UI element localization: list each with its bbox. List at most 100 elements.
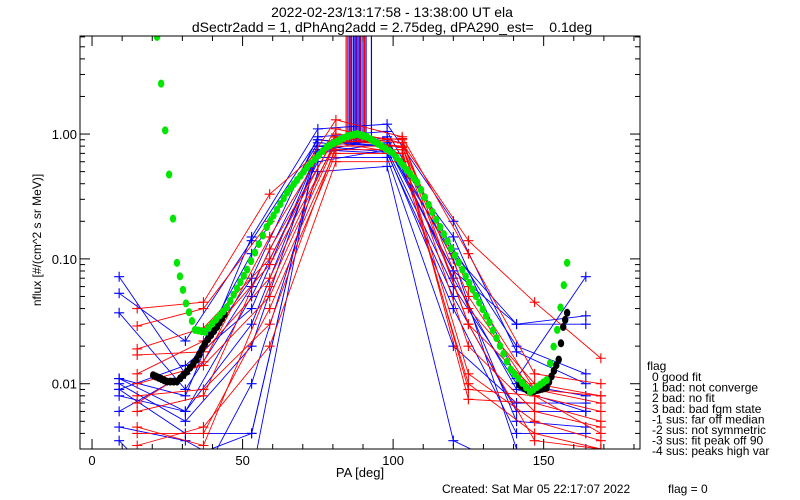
red-series-marker — [529, 435, 540, 446]
blue-series-line — [209, 139, 586, 449]
red-series-line — [137, 139, 601, 404]
blue-series-marker — [448, 303, 459, 314]
legend-entry: 0 good fit — [652, 370, 702, 384]
fit-point — [489, 326, 497, 335]
fit-point — [476, 298, 483, 307]
fit-point — [173, 258, 181, 267]
fit-point — [247, 257, 255, 266]
x-tick-label: 100 — [382, 453, 404, 468]
fit-point — [465, 278, 473, 287]
fit-point — [165, 170, 173, 179]
plot-area — [114, 36, 606, 476]
red-series-marker — [330, 148, 341, 159]
blue-series-marker — [382, 152, 393, 163]
red-series-marker — [463, 319, 474, 330]
fit-point — [543, 376, 550, 385]
blue-series-marker — [180, 406, 191, 417]
red-series-line — [137, 145, 601, 428]
blue-series-marker — [581, 466, 591, 476]
blue-series-marker — [246, 231, 257, 242]
red-series-marker — [330, 156, 341, 167]
red-series-marker — [264, 303, 275, 314]
fit-point — [176, 272, 184, 281]
red-series-marker — [463, 394, 474, 405]
blue-series-line — [118, 145, 586, 434]
legend-entry: -4 sus: peaks high var — [652, 444, 769, 458]
fit-point — [273, 205, 281, 214]
fit-point — [153, 36, 161, 41]
fit-point — [493, 334, 500, 343]
red-series-line — [137, 119, 601, 385]
fit-point — [557, 303, 564, 312]
red-series-marker — [463, 303, 474, 314]
x-axis-label: PA [deg] — [336, 465, 384, 480]
blue-series-marker — [114, 384, 125, 395]
red-series-marker — [529, 416, 540, 427]
red-series-marker — [529, 368, 540, 379]
blue-series-marker — [580, 368, 591, 379]
y-axis-label: nflux [#/(cm^2 s sr MeV)] — [30, 174, 44, 306]
red-series-marker — [529, 406, 540, 417]
blue-series-marker — [246, 319, 257, 330]
red-series-marker — [463, 248, 474, 259]
red-series-marker — [264, 231, 275, 242]
blue-series-line — [118, 142, 586, 391]
fit-point — [259, 231, 266, 240]
blue-series-marker — [382, 161, 393, 172]
fit-point — [233, 284, 241, 293]
red-series-marker — [264, 341, 275, 352]
fit-point — [263, 223, 270, 232]
fit-point — [500, 349, 507, 358]
blue-series-line — [118, 139, 586, 342]
blue-series-marker — [580, 310, 591, 321]
fit-point — [179, 285, 187, 294]
legend-entry: 2 bad: no fit — [652, 391, 715, 405]
red-series-marker — [132, 378, 143, 389]
red-series-marker — [264, 243, 275, 254]
blue-series-line — [118, 149, 586, 413]
fit-point — [436, 223, 444, 232]
fit-point — [496, 341, 504, 350]
red-series-marker — [132, 368, 143, 379]
legend: flag 0 good fit 1 bad: not converge 2 ba… — [647, 359, 769, 458]
red-series-marker — [529, 297, 540, 308]
blue-series-marker — [114, 288, 125, 299]
fit-point — [414, 178, 421, 187]
red-series-marker — [595, 406, 606, 417]
red-series-marker — [132, 398, 143, 409]
red-series-marker — [595, 444, 606, 449]
blue-series-marker — [180, 416, 191, 427]
blue-series-line — [119, 156, 586, 412]
fit-point — [169, 214, 177, 223]
red-series-marker — [198, 303, 209, 314]
blue-series-marker — [114, 373, 125, 384]
blue-series-marker — [580, 378, 591, 389]
blue-series-marker — [246, 303, 257, 314]
fit-point — [429, 208, 436, 217]
fit-point — [188, 317, 196, 326]
fit-point — [266, 217, 274, 226]
red-series-marker — [264, 291, 275, 302]
fit-point — [462, 272, 469, 281]
fit-point — [469, 285, 476, 294]
fit-point — [479, 305, 486, 314]
red-series-marker — [264, 189, 275, 200]
red-series-line — [137, 149, 601, 422]
blue-series-marker — [448, 435, 459, 446]
fit-point — [230, 290, 237, 299]
legend-title: flag — [647, 359, 666, 373]
red-series-marker — [132, 406, 143, 417]
chart-subtitle: dSectr2add = 1, dPhAng2add = 2.75deg, dP… — [192, 19, 592, 35]
fit-point — [433, 215, 440, 224]
red-series-marker — [595, 435, 606, 446]
blue-series-line — [119, 123, 586, 397]
created-timestamp: Created: Sat Mar 05 22:17:07 2022 — [442, 482, 630, 496]
y-tick-label: 0.01 — [52, 377, 77, 392]
axes: 0 50 100 150 1.00 0.10 0.01 — [52, 36, 640, 468]
fit-point — [243, 265, 251, 274]
fit-point — [503, 357, 511, 366]
blue-series — [114, 137, 591, 395]
blue-series-marker — [511, 444, 522, 449]
fit-point — [157, 79, 165, 88]
red-series-marker — [595, 353, 606, 364]
